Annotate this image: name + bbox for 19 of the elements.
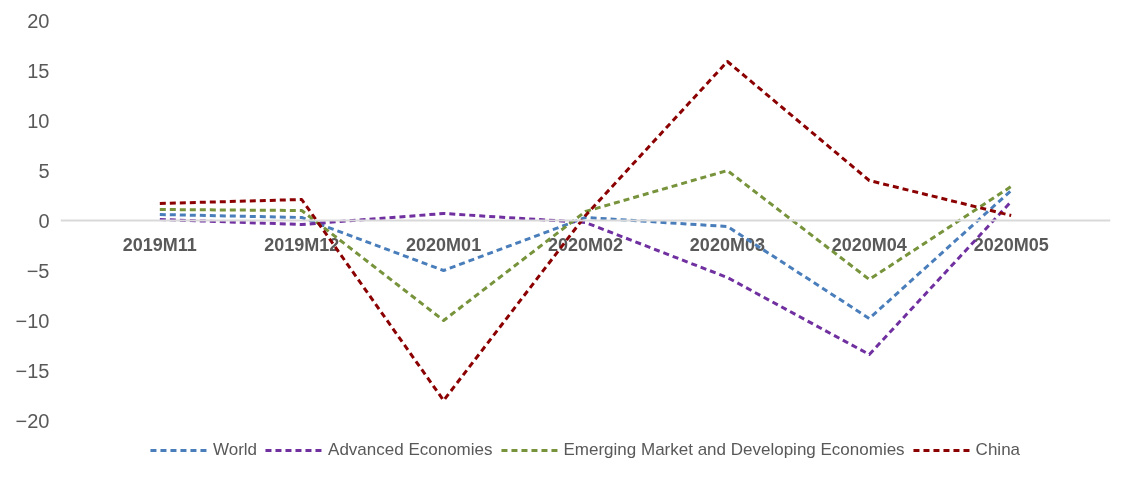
y-tick-label: 15 [27, 59, 50, 82]
y-tick-label: 10 [27, 109, 50, 132]
x-tick-label: 2020M02 [547, 234, 624, 255]
legend-label: Emerging Market and Developing Economies [563, 440, 905, 460]
y-tick-label: 5 [38, 159, 50, 182]
y-tick-label: 0 [38, 209, 50, 232]
y-tick-label: −5 [26, 259, 50, 282]
y-tick-label: −20 [15, 409, 50, 432]
y-tick-label: 20 [27, 9, 50, 32]
x-tick-label: 2019M11 [122, 234, 197, 255]
x-tick-label: 2020M04 [831, 234, 907, 255]
y-tick-label: −10 [15, 309, 50, 332]
legend-label: World [212, 440, 258, 460]
legend-label: Advanced Economies [328, 440, 493, 460]
x-tick-label: 2020M01 [406, 234, 482, 255]
x-tick-label: 2020M05 [973, 234, 1049, 255]
x-tick-label: 2019M12 [264, 234, 340, 255]
y-tick-label: −15 [15, 359, 50, 382]
legend-label: China [975, 440, 1021, 460]
